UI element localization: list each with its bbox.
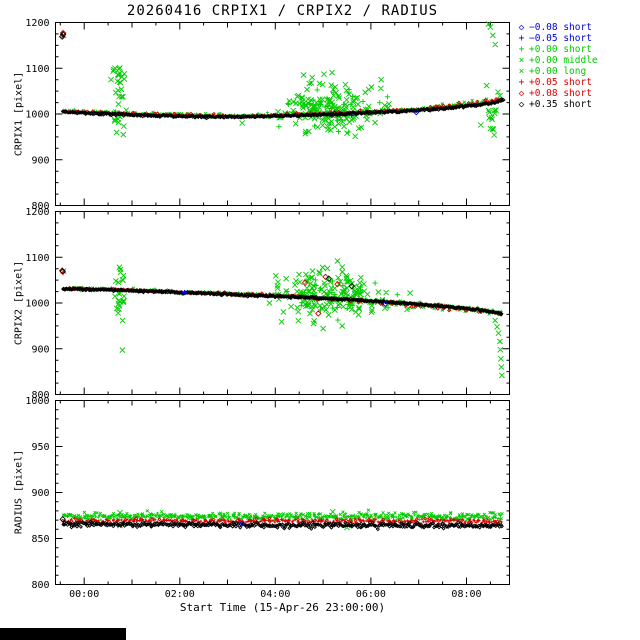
y-tick-label: 1000 xyxy=(25,396,49,407)
series-points xyxy=(59,268,504,317)
legend-item: ◇ −0.08 short xyxy=(516,22,638,33)
panel-2: 800 850 900 950 1000 00:00 02:00 04:00 06:00 08:0… xyxy=(25,396,510,600)
y-tick-label: 1200 xyxy=(25,207,49,218)
plot-title: 20260416 CRPIX1 / CRPIX2 / RADIUS xyxy=(126,3,439,19)
series-points xyxy=(62,68,504,134)
panel-1: 800 900 1000 1100 1200 xyxy=(25,207,510,401)
y-tick-label: 1100 xyxy=(25,253,49,264)
legend-label: +0.00 long xyxy=(529,66,587,77)
legend-item: ◇ +0.08 short xyxy=(516,88,638,99)
legend-label: +0.35 short xyxy=(529,99,592,110)
legend-marker-icon: × xyxy=(518,66,525,77)
legend-marker-icon: + xyxy=(518,33,525,44)
axes-box xyxy=(55,400,510,585)
y-tick-label: 1000 xyxy=(25,299,49,310)
y-tick-label: 1200 xyxy=(25,18,49,29)
series-points xyxy=(61,509,503,522)
legend-marker-icon: + xyxy=(518,44,525,55)
series-points xyxy=(413,108,420,116)
series-points xyxy=(60,20,503,140)
y-tick-label: 900 xyxy=(31,488,49,499)
y-tick-label: 800 xyxy=(31,390,49,401)
x-axis-label: Start Time (15-Apr-26 23:00:00) xyxy=(179,601,386,614)
x-tick-label: 00:00 xyxy=(69,589,99,600)
window-fragment xyxy=(0,628,126,640)
legend-item: ◇ +0.35 short xyxy=(516,99,638,110)
y-tick-label: 950 xyxy=(31,442,49,453)
legend-item: × +0.00 middle xyxy=(516,55,638,66)
legend-marker-icon: ◇ xyxy=(518,22,525,33)
legend-marker-icon: ◇ xyxy=(518,88,525,99)
tick-marks xyxy=(55,400,510,585)
series-points xyxy=(381,300,389,308)
x-tick-label: 08:00 xyxy=(451,589,481,600)
series-points xyxy=(61,275,503,323)
legend-label: +0.00 short xyxy=(529,44,592,55)
series-points xyxy=(60,257,505,379)
y-tick-label: 800 xyxy=(31,201,49,212)
x-tick-label: 06:00 xyxy=(356,589,386,600)
tick-marks xyxy=(55,22,510,206)
y-tick-label: 1000 xyxy=(25,110,49,121)
legend-item: + +0.00 short xyxy=(516,44,638,55)
legend-marker-icon: ◇ xyxy=(518,99,525,110)
series-points xyxy=(62,508,504,531)
x-tick-label: 04:00 xyxy=(260,589,290,600)
series-points xyxy=(91,110,355,118)
series-points xyxy=(59,515,504,532)
legend-item: + −0.05 short xyxy=(516,33,638,44)
tick-marks xyxy=(55,211,510,395)
legend: ◇ −0.08 short + −0.05 short + +0.00 short × +0.… xyxy=(516,22,638,110)
y-axis-label-text: RADIUS [pixel] xyxy=(13,449,25,535)
panel-0: 800 900 1000 1100 1200 xyxy=(25,18,510,212)
legend-label: +0.08 short xyxy=(529,88,592,99)
legend-label: −0.05 short xyxy=(529,33,592,44)
legend-label: +0.00 middle xyxy=(529,55,598,66)
y-tick-label: 900 xyxy=(31,344,49,355)
legend-marker-icon: + xyxy=(518,77,525,88)
y-tick-label: 1100 xyxy=(25,64,49,75)
y-axis-label-text: CRPIX2 [pixel] xyxy=(13,260,25,346)
y-axis-label-text: CRPIX1 [pixel] xyxy=(13,71,25,157)
y-tick-label: 800 xyxy=(31,580,49,591)
x-tick-label: 02:00 xyxy=(165,589,195,600)
series-points xyxy=(59,29,502,120)
y-tick-label: 850 xyxy=(31,534,49,545)
legend-item: × +0.00 long xyxy=(516,66,638,77)
series-points xyxy=(238,520,246,528)
legend-label: −0.08 short xyxy=(529,22,592,33)
legend-label: +0.05 short xyxy=(529,77,592,88)
legend-marker-icon: × xyxy=(518,55,525,66)
y-tick-label: 900 xyxy=(31,155,49,166)
series-points xyxy=(181,289,188,296)
legend-item: + +0.05 short xyxy=(516,77,638,88)
series-points xyxy=(58,31,506,121)
